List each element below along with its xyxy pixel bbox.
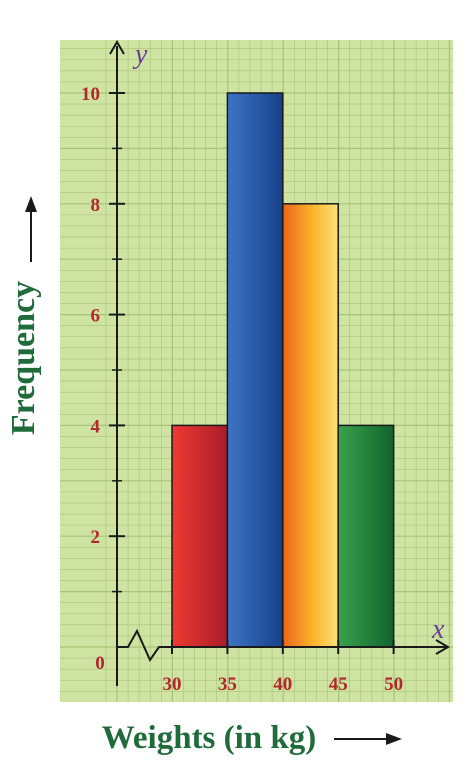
x-axis-line bbox=[117, 628, 446, 663]
y-tick-label: 10 bbox=[81, 84, 100, 105]
y-axis-title-arrow bbox=[25, 196, 37, 262]
histogram-bar-45-50 bbox=[337, 424, 395, 648]
y-tick-label: 2 bbox=[91, 527, 101, 548]
axes bbox=[109, 40, 450, 686]
y-axis-letter: y bbox=[132, 39, 148, 70]
histogram-bar-40-45 bbox=[282, 203, 339, 648]
x-axis-title-arrow bbox=[334, 733, 402, 745]
histogram-bar-30-35 bbox=[171, 424, 229, 648]
y-tick-label: 6 bbox=[91, 306, 101, 327]
x-axis-letter: x bbox=[431, 614, 445, 645]
y-tick-label: 8 bbox=[91, 195, 101, 216]
bars bbox=[171, 92, 395, 648]
origin-label: 0 bbox=[95, 653, 105, 674]
x-tick-label: 30 bbox=[163, 674, 182, 695]
x-tick-label: 50 bbox=[384, 674, 403, 695]
x-axis-title: Weights (in kg) bbox=[102, 720, 317, 756]
x-tick-label: 45 bbox=[329, 674, 348, 695]
x-axis-arrowhead bbox=[435, 639, 450, 655]
y-axis-title: Frequency bbox=[5, 281, 42, 435]
y-tick-label: 4 bbox=[91, 416, 101, 437]
x-tick-label: 35 bbox=[218, 674, 237, 695]
y-axis-arrowhead bbox=[109, 40, 125, 55]
ticks: 2 4 6 8 10 30 35 40 45 50 bbox=[81, 84, 403, 695]
x-tick-label: 40 bbox=[273, 674, 292, 695]
histogram-bar-35-40 bbox=[226, 92, 284, 648]
